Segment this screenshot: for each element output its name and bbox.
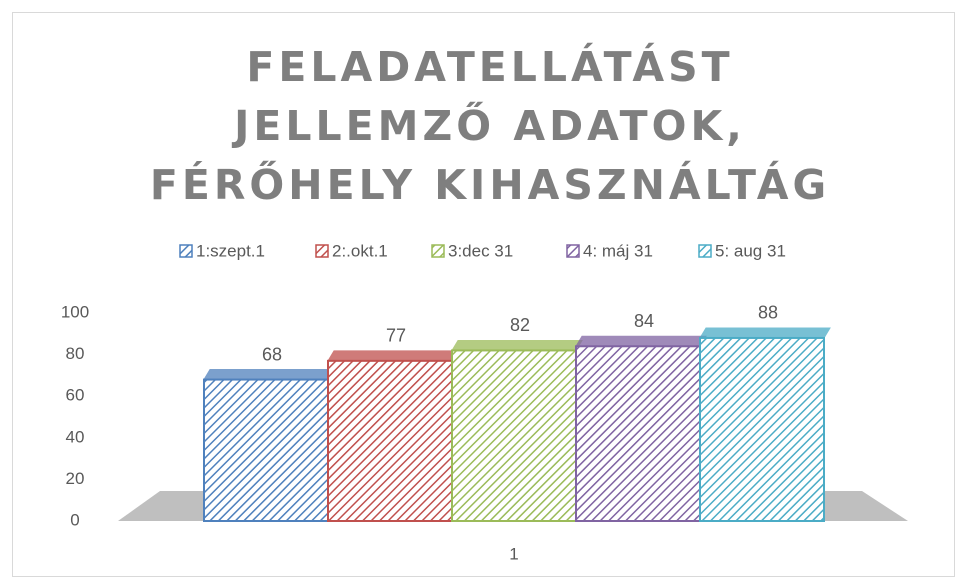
legend-marker [431,244,445,258]
y-tick-label: 40 [66,427,85,446]
legend-marker [315,244,329,258]
data-label: 68 [262,344,282,364]
bar [327,350,459,522]
legend-label: 5: aug 31 [715,241,786,260]
y-tick-label: 0 [70,510,79,529]
bar [203,369,335,522]
data-label: 77 [386,326,406,346]
legend-label: 1:szept.1 [196,241,265,260]
bar-front [699,336,825,522]
legend-marker [566,244,580,258]
y-tick-label: 100 [61,302,89,321]
chart-frame [12,12,955,577]
bar-front [203,378,329,522]
legend-label: 4: máj 31 [583,241,653,260]
chart-title: FELADATELLÁTÁST JELLEMZŐ ADATOK, FÉRŐHEL… [149,43,831,209]
bar-top [451,339,583,351]
legend-label: 3:dec 31 [448,241,513,260]
bar-front [327,359,453,522]
data-label: 84 [634,311,654,331]
y-tick-label: 60 [66,386,85,405]
bar [451,339,583,522]
y-tick-label: 20 [66,469,85,488]
legend-label: 2:.okt.1 [332,241,388,260]
bar-top [327,350,459,362]
bar-top [203,369,335,381]
bar-front [575,345,701,522]
bar [575,335,707,522]
bar-top [699,327,831,339]
data-label: 88 [758,303,778,323]
bar-top [575,335,707,347]
bar-front [451,349,577,522]
y-tick-label: 80 [66,344,85,363]
bar [699,327,831,522]
legend-marker [698,244,712,258]
legend-marker [179,244,193,258]
data-label: 82 [510,315,530,335]
x-tick-label: 1 [509,544,518,563]
